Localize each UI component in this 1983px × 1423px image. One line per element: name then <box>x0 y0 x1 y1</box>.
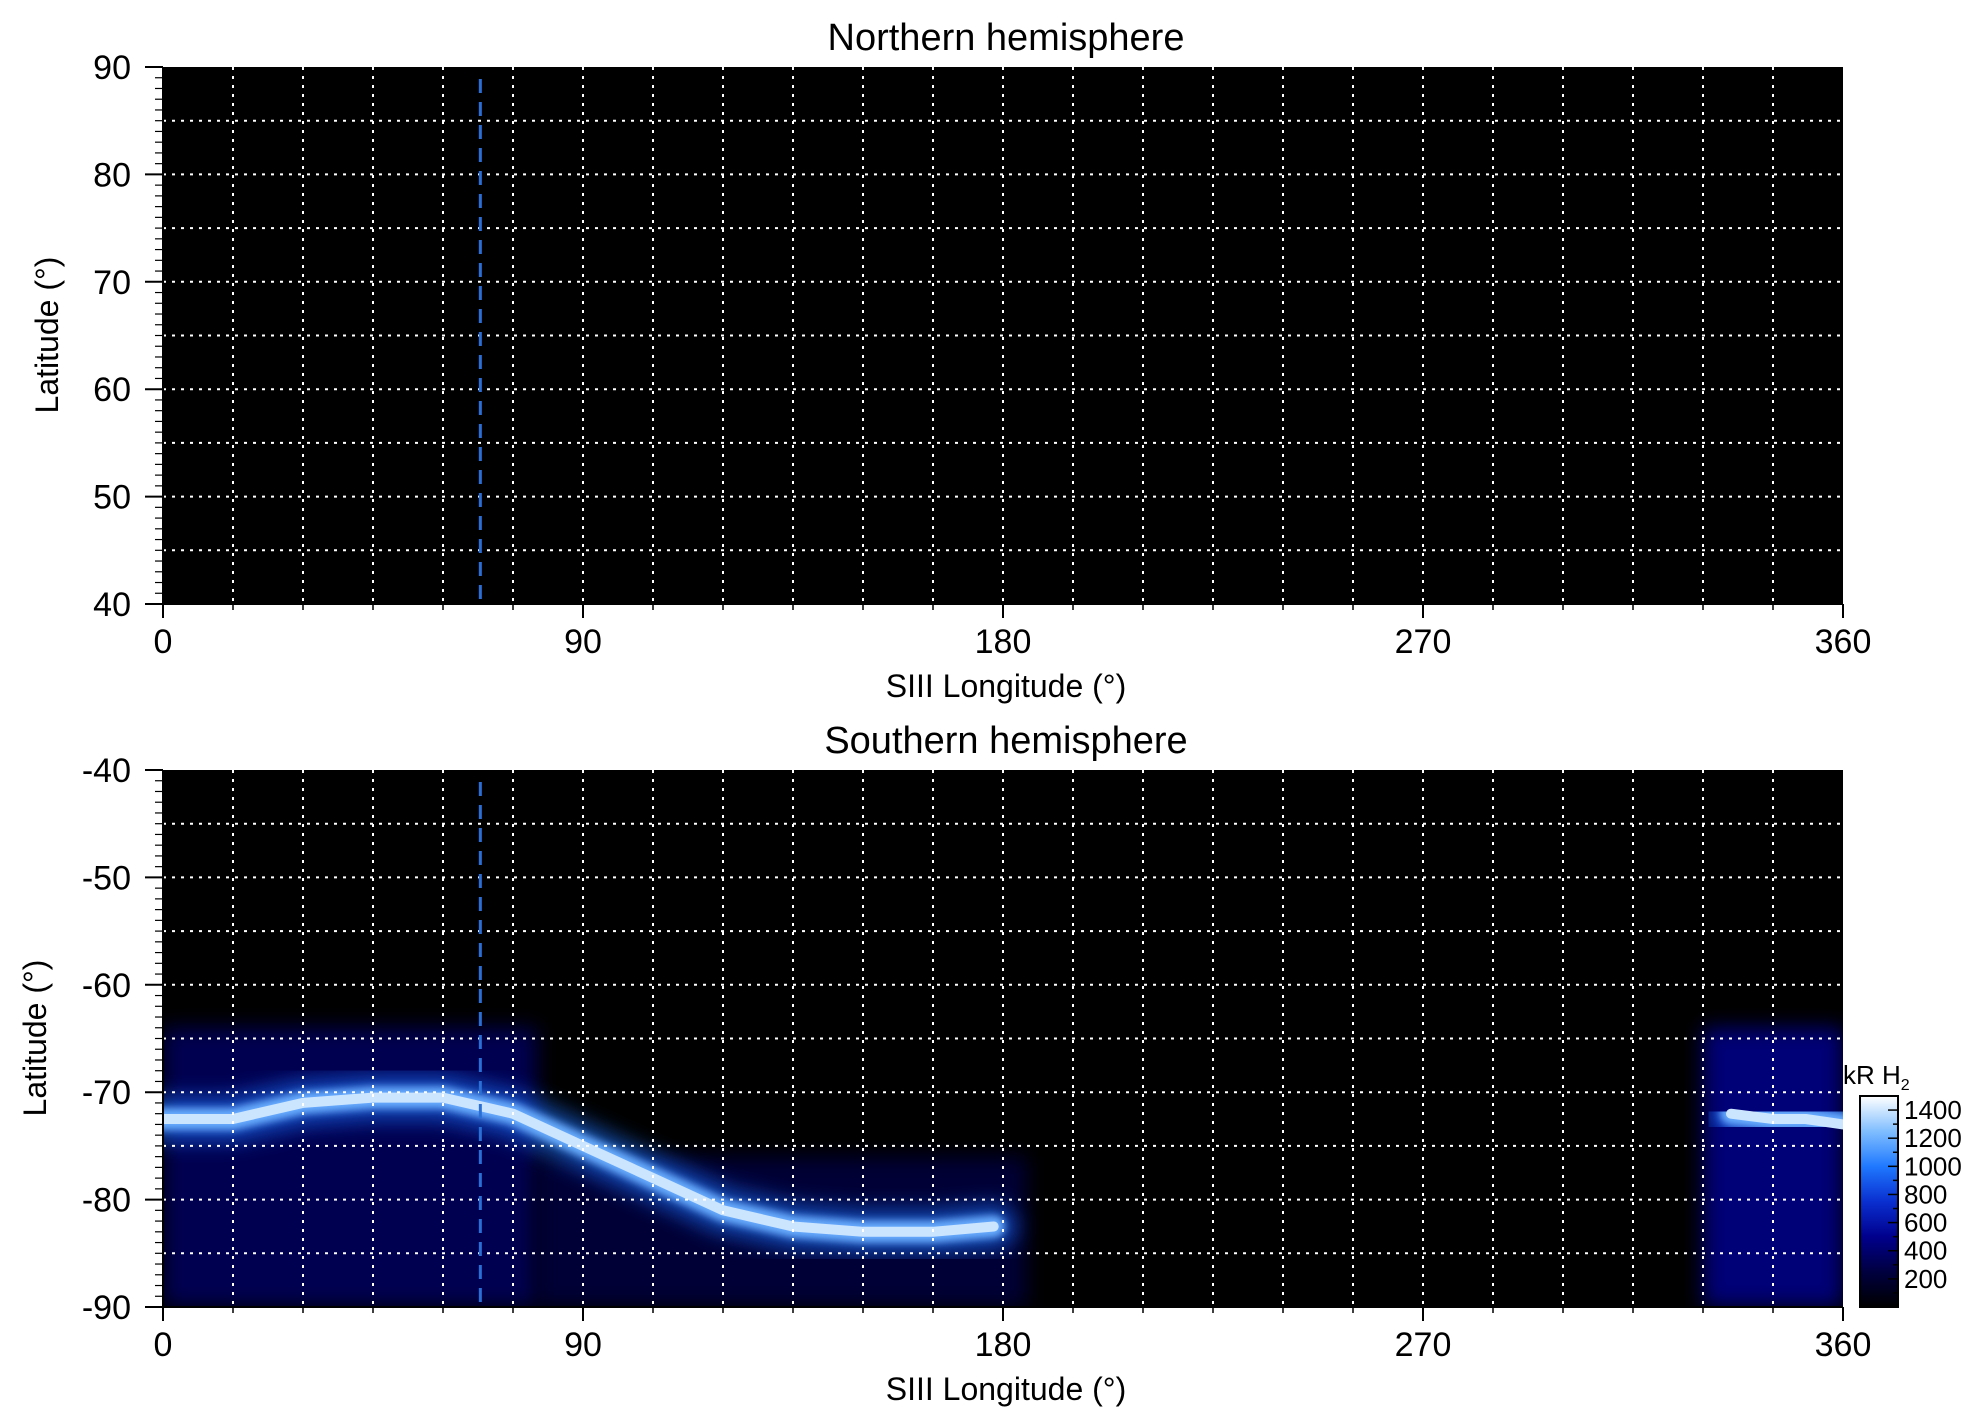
colorbar-title: kR H2 <box>1843 1060 1910 1094</box>
x-tick-label: 180 <box>975 1326 1032 1364</box>
colorbar-tick-label: 400 <box>1904 1236 1947 1266</box>
y-tick-label: -80 <box>82 1182 131 1220</box>
y-tick-label: -70 <box>82 1074 131 1112</box>
colorbar-title-subscript: 2 <box>1901 1077 1910 1094</box>
y-tick-label: 50 <box>93 479 131 517</box>
south-ticks <box>145 769 1844 1321</box>
south-emission-layer <box>163 1027 1843 1307</box>
y-tick-label: 90 <box>93 49 131 87</box>
north-grid <box>163 67 1843 604</box>
y-tick-label: -90 <box>82 1289 131 1327</box>
colorbar-tick-label: 200 <box>1904 1264 1947 1294</box>
colorbar-tick-label: 600 <box>1904 1208 1947 1238</box>
x-tick-label: 360 <box>1815 1326 1872 1364</box>
north-ticks <box>145 66 1844 618</box>
colorbar-tick-label: 1000 <box>1904 1151 1962 1181</box>
south-x-tick-labels: 0 90 180 270 360 <box>154 1326 1872 1364</box>
south-y-axis-label: Latitude (°) <box>17 960 53 1117</box>
colorbar-tick-label: 1400 <box>1904 1095 1962 1125</box>
x-tick-label: 0 <box>154 623 173 661</box>
y-tick-label: 60 <box>93 371 131 409</box>
x-tick-label: 0 <box>154 1326 173 1364</box>
colorbar-title-main: kR H <box>1843 1060 1901 1090</box>
oval-segment-east <box>1726 1108 1843 1130</box>
x-tick-label: 270 <box>1395 623 1452 661</box>
colorbar-tick-label: 1200 <box>1904 1123 1962 1153</box>
y-tick-label: 70 <box>93 264 131 302</box>
x-tick-label: 180 <box>975 623 1032 661</box>
colorbar-tick-label: 800 <box>1904 1179 1947 1209</box>
north-x-axis-label: SIII Longitude (°) <box>886 668 1126 704</box>
north-panel: Northern hemisphere 0 90 180 270 360 40 50 60 7… <box>29 17 1871 704</box>
north-panel-title: Northern hemisphere <box>828 17 1185 59</box>
y-tick-label: -40 <box>82 752 131 790</box>
north-y-tick-labels: 40 50 60 70 80 90 <box>93 49 131 624</box>
south-grid <box>163 770 1843 1307</box>
south-panel-title: Southern hemisphere <box>824 720 1187 762</box>
south-panel: Southern hemisphere 0 90 180 270 360 -40-50-… <box>17 720 1871 1407</box>
south-x-axis-label: SIII Longitude (°) <box>886 1371 1126 1407</box>
x-tick-label: 90 <box>564 1326 602 1364</box>
y-tick-label: -50 <box>82 859 131 897</box>
south-y-tick-labels: -40 -50 -60 -70 -80 -90 <box>82 752 131 1327</box>
x-tick-label: 270 <box>1395 1326 1452 1364</box>
y-tick-label: 40 <box>93 586 131 624</box>
y-tick-label: -60 <box>82 967 131 1005</box>
diffuse-emission-region-1 <box>163 1027 537 1307</box>
north-x-tick-labels: 0 90 180 270 360 <box>154 623 1872 661</box>
x-tick-label: 90 <box>564 623 602 661</box>
x-tick-label: 360 <box>1815 623 1872 661</box>
north-y-axis-label: Latitude (°) <box>29 257 65 414</box>
colorbar-gradient <box>1859 1095 1899 1308</box>
y-tick-label: 80 <box>93 156 131 194</box>
